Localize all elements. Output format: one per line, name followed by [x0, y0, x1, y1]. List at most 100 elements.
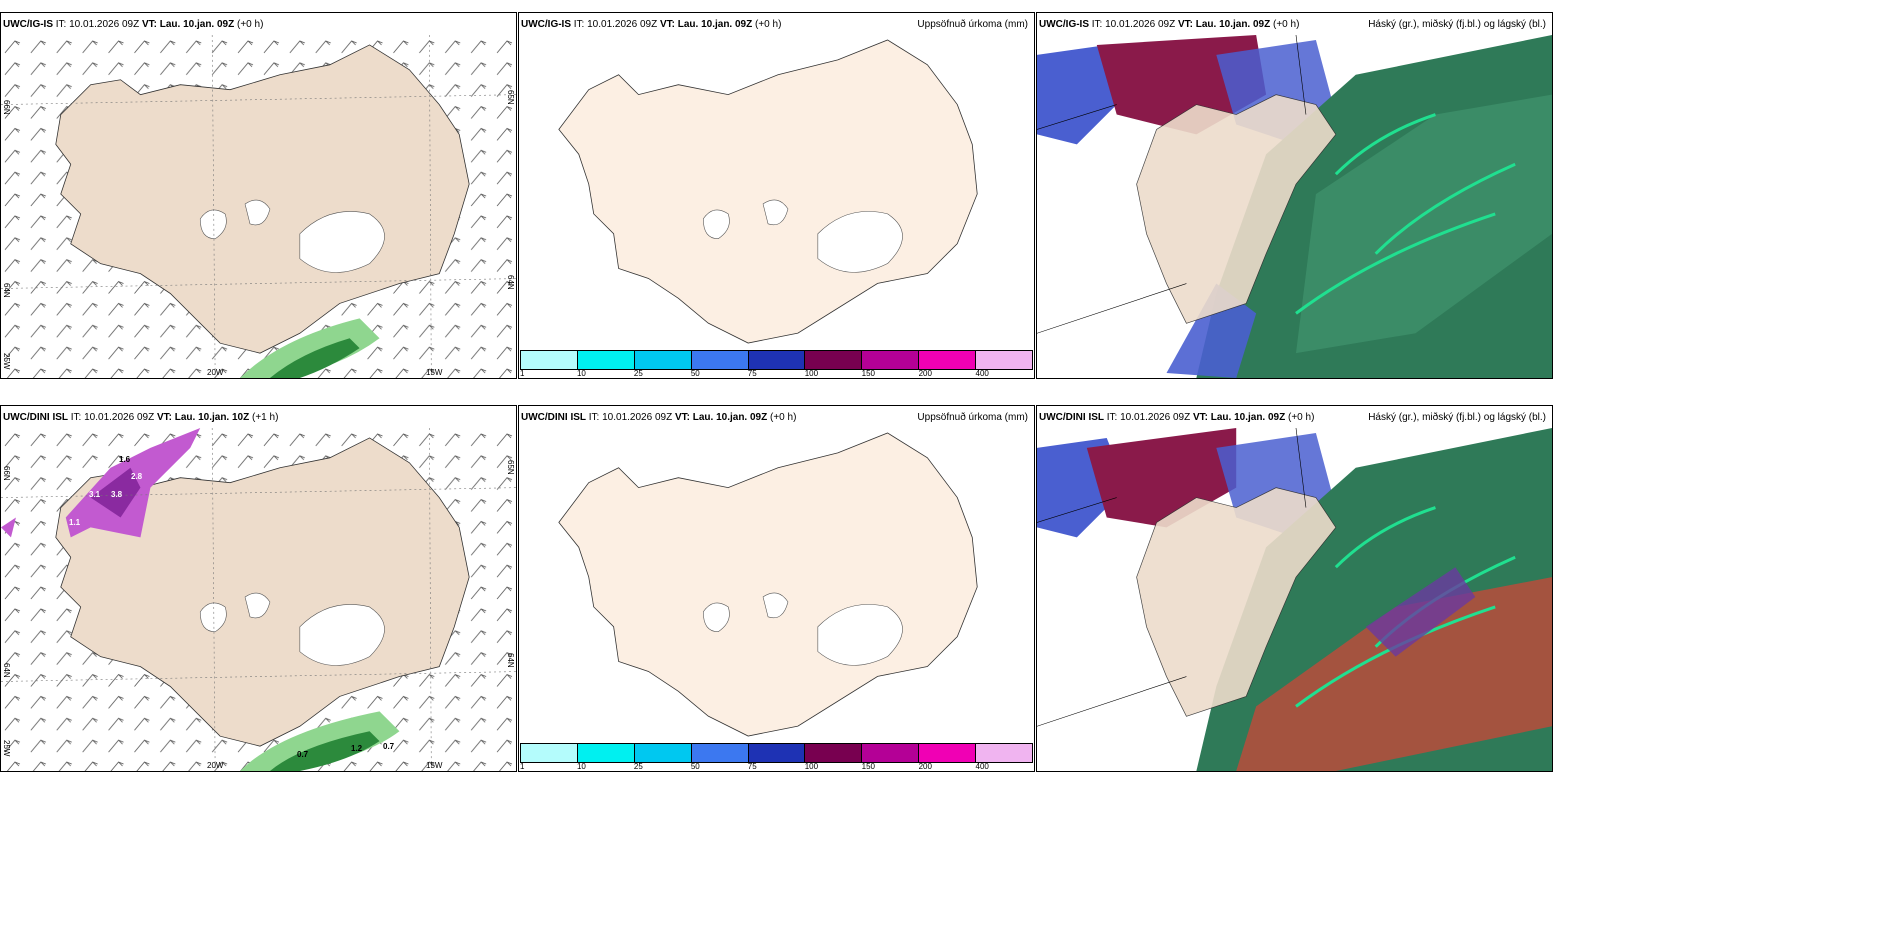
model-name: UWC/DINI ISL	[3, 412, 68, 423]
model-name: UWC/IG-IS	[3, 19, 53, 30]
model-name: UWC/DINI ISL	[521, 412, 586, 423]
iceland-land	[1136, 94, 1337, 324]
lat-label: 65N	[506, 460, 515, 475]
iceland-land	[558, 432, 978, 737]
panel-title: Háský (gr.), miðský (fj.bl.) og lágský (…	[1368, 412, 1546, 423]
colorbar-label: 150	[861, 762, 876, 771]
panel-header: UWC/DINI ISL IT: 10.01.2026 09Z VT: Lau.…	[519, 406, 1034, 428]
lon-label: 20W	[207, 761, 224, 770]
model-name: UWC/DINI ISL	[1039, 412, 1104, 423]
panel-title: Háský (gr.), miðský (fj.bl.) og lágský (…	[1368, 19, 1546, 30]
colorbar-label: 200	[918, 762, 932, 771]
colorbar-swatch	[691, 744, 749, 762]
precip-colorbar	[520, 743, 1033, 763]
valid-time: VT: Lau. 10.jan. 09Z	[659, 19, 753, 30]
lat-label: 64N	[506, 653, 515, 668]
precip-value: 3.1	[89, 490, 101, 499]
colorbar-swatch	[577, 351, 635, 369]
panel-clouds-top: UWC/IG-IS IT: 10.01.2026 09Z VT: Lau. 10…	[1036, 12, 1553, 379]
lat-label: 64N	[2, 663, 11, 678]
panel-title: Uppsöfnuð úrkoma (mm)	[917, 19, 1028, 30]
precip-colorbar	[520, 350, 1033, 370]
init-time: IT: 10.01.2026 09Z	[70, 412, 155, 423]
init-time: IT: 10.01.2026 09Z	[573, 19, 658, 30]
iceland-land	[55, 437, 470, 747]
colorbar-swatch	[748, 351, 806, 369]
precip-value: 3.8	[111, 490, 123, 499]
precip-value: 1.1	[69, 518, 81, 527]
iceland-land	[558, 39, 978, 344]
colorbar-label: 10	[576, 369, 586, 378]
init-time: IT: 10.01.2026 09Z	[1091, 19, 1176, 30]
colorbar-swatch	[919, 351, 977, 369]
colorbar-swatch	[919, 744, 977, 762]
colorbar-label: 100	[804, 762, 819, 771]
colorbar-labels: 1 10 25 50 75 100 150 200 400	[520, 762, 1033, 771]
panel-wind-top: UWC/IG-IS IT: 10.01.2026 09Z VT: Lau. 10…	[0, 12, 517, 379]
panel-precip-top: UWC/IG-IS IT: 10.01.2026 09Z VT: Lau. 10…	[518, 12, 1035, 379]
colorbar-label: 50	[690, 762, 700, 771]
valid-time: VT: Lau. 10.jan. 09Z	[141, 19, 235, 30]
colorbar-swatch	[691, 351, 749, 369]
panel-wind-bottom: UWC/DINI ISL IT: 10.01.2026 09Z VT: Lau.…	[0, 405, 517, 772]
init-time: IT: 10.01.2026 09Z	[588, 412, 673, 423]
colorbar-swatch	[805, 351, 863, 369]
colorbar-label: 100	[804, 369, 819, 378]
precip-value: 0.7	[383, 742, 395, 751]
lon-label: 15W	[426, 368, 443, 377]
colorbar-label: 25	[633, 762, 643, 771]
colorbar-swatch	[634, 351, 692, 369]
precip-value: 1.2	[351, 744, 363, 753]
colorbar-label: 25	[633, 369, 643, 378]
panel-header: UWC/IG-IS IT: 10.01.2026 09Z VT: Lau. 10…	[1037, 13, 1552, 35]
valid-time: VT: Lau. 10.jan. 09Z	[674, 412, 768, 423]
colorbar-label: 50	[690, 369, 700, 378]
iceland-land	[55, 44, 470, 354]
panel-header: UWC/DINI ISL IT: 10.01.2026 09Z VT: Lau.…	[1, 406, 516, 428]
colorbar-label: 1	[520, 762, 525, 771]
colorbar-swatch	[805, 744, 863, 762]
colorbar-swatch	[862, 351, 920, 369]
valid-time: VT: Lau. 10.jan. 10Z	[156, 412, 250, 423]
cloud-map	[1037, 428, 1552, 771]
precip-map	[519, 35, 1034, 348]
lat-label: 66N	[2, 466, 11, 481]
panel-precip-bottom: UWC/DINI ISL IT: 10.01.2026 09Z VT: Lau.…	[518, 405, 1035, 772]
cloud-map	[1037, 35, 1552, 378]
precip-map	[519, 428, 1034, 741]
lead-time: (+0 h)	[1273, 19, 1300, 30]
colorbar-label: 200	[918, 369, 932, 378]
valid-time: VT: Lau. 10.jan. 09Z	[1192, 412, 1286, 423]
colorbar-labels: 1 10 25 50 75 100 150 200 400	[520, 369, 1033, 378]
lat-label: 64N	[506, 275, 515, 290]
colorbar-label: 400	[975, 369, 989, 378]
lon-label: 25W	[2, 740, 11, 757]
lon-label: 25W	[2, 353, 11, 370]
colorbar-label: 400	[975, 762, 989, 771]
colorbar-label: 75	[747, 369, 757, 378]
valid-time: VT: Lau. 10.jan. 09Z	[1177, 19, 1271, 30]
lon-label: 20W	[207, 368, 224, 377]
wind-map: 66N 65N 64N 64N 25W 20W 15W	[1, 35, 516, 378]
colorbar-swatch	[577, 744, 635, 762]
lead-time: (+0 h)	[237, 19, 264, 30]
model-name: UWC/IG-IS	[1039, 19, 1089, 30]
lat-label: 65N	[506, 90, 515, 105]
init-time: IT: 10.01.2026 09Z	[55, 19, 140, 30]
panel-header: UWC/IG-IS IT: 10.01.2026 09Z VT: Lau. 10…	[1, 13, 516, 35]
colorbar-label: 150	[861, 369, 876, 378]
colorbar-swatch	[521, 351, 578, 369]
precip-value: 2.8	[131, 472, 143, 481]
lon-label: 15W	[426, 761, 443, 770]
lat-label: 64N	[2, 283, 11, 298]
lead-time: (+0 h)	[1288, 412, 1315, 423]
precip-value: 1.6	[119, 455, 131, 464]
wind-map: 1.6 2.8 3.1 3.8 1.1 0.7 1.2 0.7 66N 65N …	[1, 428, 516, 771]
panel-header: UWC/DINI ISL IT: 10.01.2026 09Z VT: Lau.…	[1037, 406, 1552, 428]
colorbar-swatch	[748, 744, 806, 762]
colorbar-swatch	[634, 744, 692, 762]
colorbar-swatch	[976, 351, 1033, 369]
lat-label: 66N	[2, 100, 11, 115]
model-name: UWC/IG-IS	[521, 19, 571, 30]
panel-clouds-bottom: UWC/DINI ISL IT: 10.01.2026 09Z VT: Lau.…	[1036, 405, 1553, 772]
